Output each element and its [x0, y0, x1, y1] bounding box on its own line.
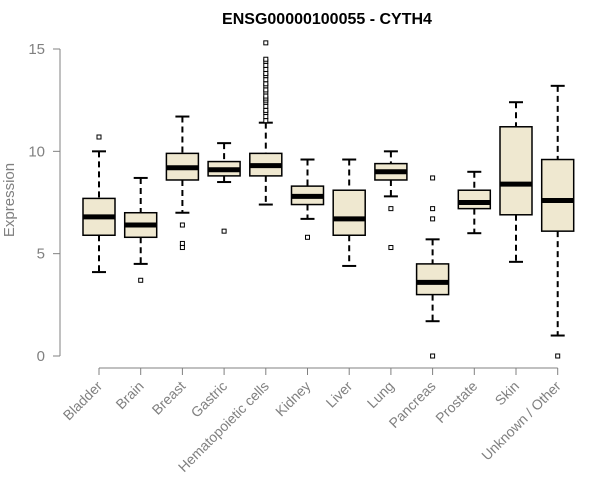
x-tick-label: Skin	[492, 378, 523, 409]
outlier-point	[263, 93, 269, 99]
x-tick-label: Lung	[364, 378, 397, 411]
outlier-point	[263, 114, 269, 120]
outlier-point	[430, 175, 436, 181]
outlier-point	[388, 206, 394, 212]
outlier-point	[263, 118, 269, 124]
box-group	[290, 158, 325, 240]
x-tick-label: Breast	[149, 378, 189, 418]
outlier-point	[263, 87, 269, 93]
box-group	[82, 134, 116, 274]
outlier-point	[555, 353, 561, 359]
y-tick-label: 0	[37, 348, 45, 365]
outlier-point	[96, 134, 102, 140]
y-axis-label: Expression	[1, 163, 18, 237]
box-group	[123, 176, 158, 283]
outlier-point	[179, 222, 185, 228]
x-tick-label: Brain	[112, 378, 146, 412]
box-group	[499, 101, 533, 263]
x-tick-label: Kidney	[272, 378, 314, 420]
outlier-point	[263, 62, 269, 68]
outlier-point	[263, 66, 269, 72]
box-group	[207, 142, 241, 234]
outlier-point	[263, 40, 269, 46]
box-group	[540, 84, 575, 359]
outlier-point	[430, 206, 436, 212]
y-tick-label: 15	[28, 41, 45, 58]
box-group	[249, 40, 283, 206]
outlier-point	[179, 245, 185, 251]
outlier-point	[263, 56, 269, 62]
outlier-point	[221, 228, 227, 234]
outlier-point	[305, 234, 310, 240]
outlier-point	[263, 71, 269, 77]
x-tick-label: Liver	[323, 378, 356, 411]
box-group	[332, 158, 366, 267]
iqr-box	[457, 189, 492, 210]
chart-title: ENSG00000100055 - CYTH4	[222, 11, 432, 28]
iqr-box	[540, 158, 575, 232]
y-axis: 0 5 10 15	[28, 41, 61, 365]
iqr-box	[415, 263, 450, 296]
outlier-point	[430, 216, 436, 222]
outlier-point	[388, 245, 394, 251]
box-series	[82, 40, 575, 359]
outlier-point	[263, 103, 269, 109]
box-group	[415, 175, 450, 359]
outlier-point	[138, 277, 144, 283]
outlier-point	[430, 353, 436, 359]
box-group	[374, 150, 408, 251]
iqr-box	[332, 189, 366, 236]
outlier-point	[179, 240, 185, 246]
x-tick-label: Unknown / Other	[478, 378, 564, 464]
box-group	[165, 115, 200, 251]
outlier-point	[263, 77, 269, 83]
x-tick-label: Prostate	[432, 378, 480, 426]
outlier-point	[263, 81, 269, 87]
y-tick-label: 5	[37, 246, 45, 263]
box-group	[457, 170, 492, 235]
y-tick-label: 10	[28, 143, 45, 160]
iqr-box	[499, 126, 533, 216]
outlier-point	[263, 107, 269, 113]
x-tick-label: Bladder	[60, 378, 106, 424]
